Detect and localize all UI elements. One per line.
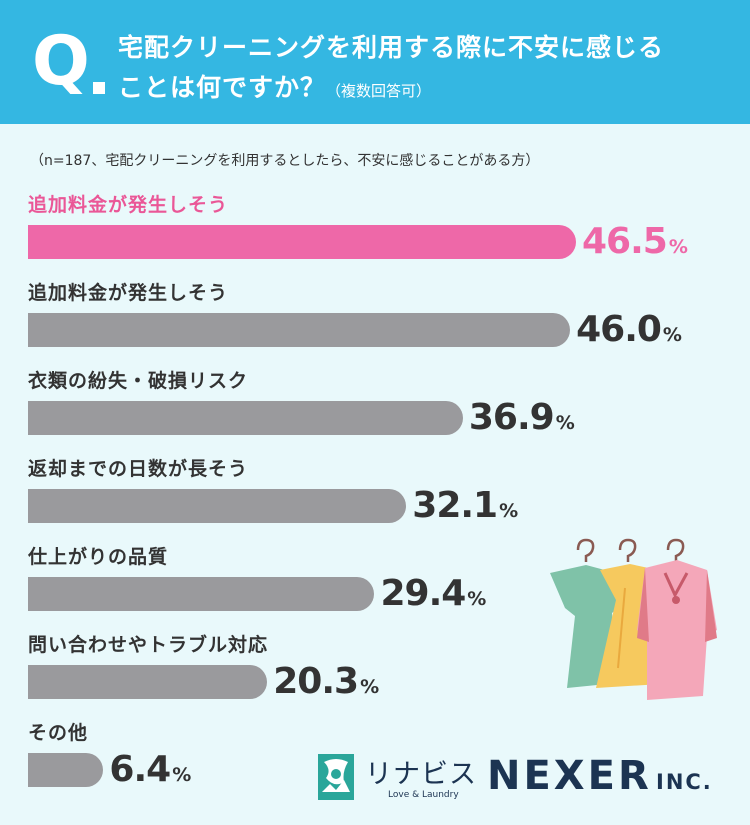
bar-label: 仕上がりの品質 <box>28 546 169 568</box>
bar-label: 追加料金が発生しそう <box>28 194 229 216</box>
clothes-hanger-illustration <box>550 538 717 700</box>
question-sub: （複数回答可） <box>326 82 432 100</box>
bar-value-unit: % <box>467 588 487 610</box>
bar-value-unit: % <box>668 236 688 258</box>
bar-value-unit: % <box>360 676 380 698</box>
q-mark: Q <box>32 22 90 101</box>
sample-note: （n=187、宅配クリーニングを利用するとしたら、不安に感じることがある方） <box>30 153 540 169</box>
bar-value-number: 46.5 <box>582 221 668 262</box>
bar-value: 36.9% <box>469 398 575 443</box>
bar <box>28 665 268 699</box>
bar-value: 46.0% <box>576 310 682 355</box>
bar-label: 衣類の紛失・破損リスク <box>28 370 249 392</box>
rinavis-wordmark: リナビス <box>365 759 477 790</box>
question-header: Q 宅配クリーニングを利用する際に不安に感じる ことは何ですか？（複数回答可） <box>0 0 750 124</box>
bar-value: 6.4% <box>109 750 191 795</box>
bar-value-number: 36.9 <box>468 397 555 438</box>
bar-label: 追加料金が発生しそう <box>28 282 229 304</box>
question-line1: 宅配クリーニングを利用する際に不安に感じる <box>118 33 665 62</box>
bar-value-unit: % <box>662 324 682 346</box>
question-line2: ことは何ですか？（複数回答可） <box>118 68 664 111</box>
bar-value-number: 20.3 <box>273 661 359 702</box>
bar-value: 32.1% <box>412 486 518 531</box>
bar-value-unit: % <box>499 500 519 522</box>
bar-value-unit: % <box>555 412 575 434</box>
bar <box>28 577 375 611</box>
bar-value-number: 46.0 <box>576 309 662 350</box>
bar-label: 問い合わせやトラブル対応 <box>28 634 269 656</box>
bar <box>28 401 463 435</box>
bar <box>28 225 576 259</box>
question-title: 宅配クリーニングを利用する際に不安に感じる ことは何ですか？（複数回答可） <box>118 28 664 111</box>
bar <box>28 313 571 347</box>
bar-value-number: 29.4 <box>380 573 466 614</box>
q-dot <box>93 82 105 94</box>
nexer-logo: NEXER <box>487 753 652 799</box>
rinavis-logo-icon <box>318 754 354 800</box>
bar-value: 20.3% <box>273 662 379 707</box>
bar-value-unit: % <box>172 764 192 786</box>
bar-value-number: 6.4 <box>109 749 171 790</box>
rinavis-tagline: Love & Laundry <box>388 790 459 800</box>
bar <box>28 753 104 787</box>
bar-label: その他 <box>28 722 89 744</box>
bar-label: 返却までの日数が長そう <box>28 458 249 480</box>
bar-value: 29.4% <box>380 574 486 619</box>
bar-value: 46.5% <box>582 222 688 267</box>
nexer-inc: INC. <box>656 770 713 794</box>
question-line2-text: ことは何ですか？ <box>118 73 327 102</box>
bar <box>28 489 407 523</box>
bar-value-number: 32.1 <box>412 485 498 526</box>
